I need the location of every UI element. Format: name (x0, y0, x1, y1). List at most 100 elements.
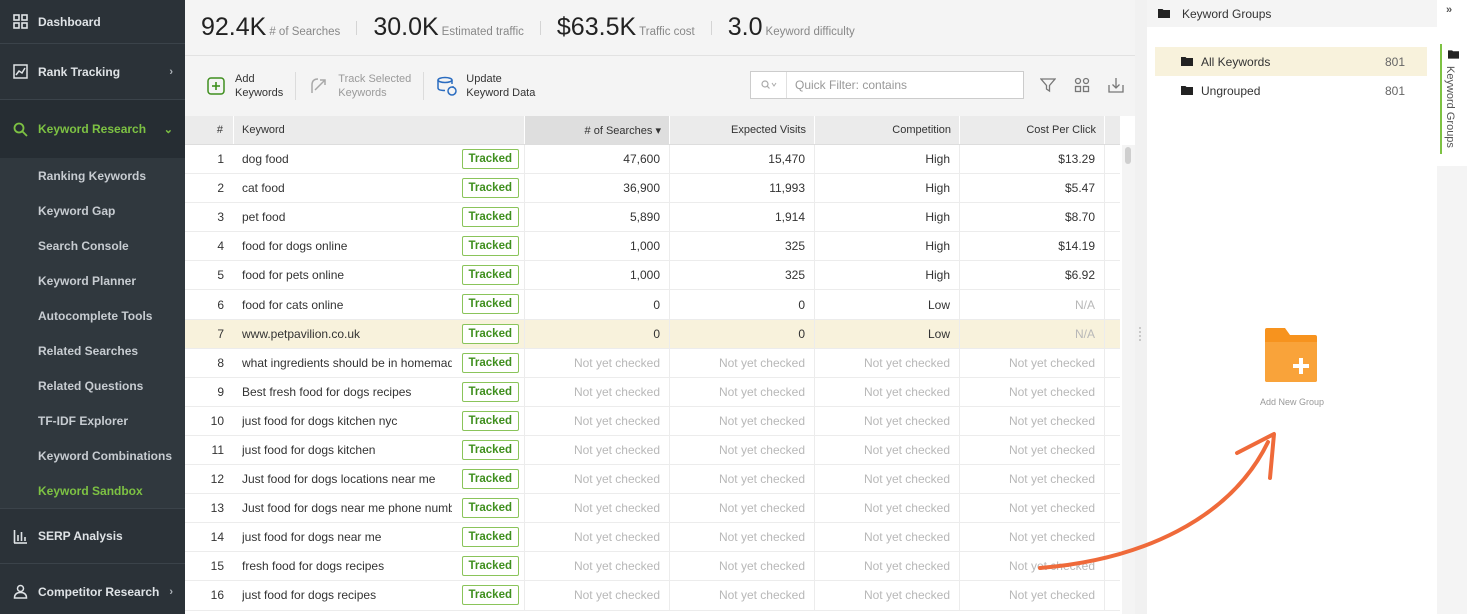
tracked-badge[interactable]: Tracked (461, 469, 519, 490)
scrollbar-thumb[interactable] (1125, 147, 1131, 164)
add-new-group-button[interactable] (1265, 328, 1317, 382)
column-header-keyword[interactable]: Keyword (234, 116, 525, 144)
grid-view-icon[interactable] (1071, 74, 1093, 96)
sidebar-subitem-tf-idf-explorer[interactable]: TF-IDF Explorer (0, 403, 185, 438)
searches-cell: Not yet checked (525, 348, 670, 377)
tracked-badge[interactable]: Tracked (461, 352, 519, 373)
table-row[interactable]: 14 just food for dogs near me Tracked Not y… (185, 523, 1120, 553)
table-row[interactable]: 13 Just food for dogs near me phone numbe… (185, 494, 1120, 524)
sidebar-item-keyword-research[interactable]: Keyword Research ⌄ (0, 100, 185, 158)
tracked-badge[interactable]: Tracked (461, 381, 519, 402)
table-row[interactable]: 3 pet food Tracked 5,890 1,914 High $8.70 (185, 203, 1120, 233)
sidebar-item-rank-tracking[interactable]: Rank Tracking › (0, 44, 185, 99)
add-keywords-button[interactable]: Add Keywords (205, 72, 283, 100)
panel-splitter[interactable] (1135, 0, 1147, 614)
keyword-cell: Just food for dogs locations near me Trac… (234, 465, 525, 494)
tracked-badge[interactable]: Tracked (461, 265, 519, 286)
table-row[interactable]: 6 food for cats online Tracked 0 0 Low N/A (185, 290, 1120, 320)
table-scrollbar[interactable] (1122, 145, 1135, 614)
toolbar-divider (295, 72, 297, 100)
tracked-badge[interactable]: Tracked (461, 178, 519, 199)
side-tab-strip: » Keyword Groups (1437, 0, 1467, 614)
keyword-text: cat food (242, 181, 285, 196)
sidebar-subitem-autocomplete-tools[interactable]: Autocomplete Tools (0, 298, 185, 333)
sidebar-item-competitor-research[interactable]: Competitor Research › (0, 564, 185, 614)
tracked-badge[interactable]: Tracked (461, 556, 519, 577)
group-item-ungrouped[interactable]: Ungrouped 801 (1155, 76, 1427, 105)
column-header-competition[interactable]: Competition (815, 116, 960, 144)
competition-cell: Not yet checked (815, 435, 960, 465)
collapse-panel-icon[interactable]: » (1446, 4, 1453, 16)
filter-icon[interactable] (1037, 74, 1059, 96)
table-row[interactable]: 12 Just food for dogs locations near me Tr… (185, 465, 1120, 495)
sidebar-subitem-search-console[interactable]: Search Console (0, 228, 185, 263)
stat-value: 92.4K (201, 13, 267, 41)
table-row[interactable]: 9 Best fresh food for dogs recipes Tracked… (185, 377, 1120, 407)
keyword-groups-header: Keyword Groups (1147, 0, 1437, 27)
update-data-icon (436, 75, 458, 97)
cpc-cell: $6.92 (960, 261, 1105, 290)
table-row[interactable]: 5 food for pets online Tracked 1,000 325 High… (185, 261, 1120, 291)
tracked-badge[interactable]: Tracked (461, 410, 519, 431)
sidebar-subitem-keyword-sandbox[interactable]: Keyword Sandbox (0, 473, 185, 508)
table-row[interactable]: 15 fresh food for dogs recipes Tracked Not … (185, 552, 1120, 582)
competition-cell: Not yet checked (815, 406, 960, 435)
competition-cell: Not yet checked (815, 377, 960, 406)
keyword-text: food for pets online (242, 268, 345, 283)
quick-filter-input[interactable] (787, 78, 1017, 92)
user-icon (12, 584, 28, 600)
tracked-badge[interactable]: Tracked (461, 207, 519, 228)
tab-keyword-groups[interactable]: Keyword Groups (1440, 44, 1465, 154)
keyword-text: pet food (242, 210, 286, 225)
table-row[interactable]: 8 what ingredients should be in homemade T… (185, 348, 1120, 378)
group-item-all-keywords[interactable]: All Keywords 801 (1155, 47, 1427, 76)
sidebar-subitem-related-questions[interactable]: Related Questions (0, 368, 185, 403)
visits-cell: 1,914 (670, 203, 815, 232)
tracked-badge[interactable]: Tracked (461, 149, 519, 169)
visits-cell: Not yet checked (670, 523, 815, 552)
column-header-searches[interactable]: # of Searches ▾ (525, 116, 670, 144)
table-row[interactable]: 7 www.petpavilion.co.uk Tracked 0 0 Low N/A (185, 319, 1120, 349)
folder-plus-icon (1265, 328, 1317, 382)
keywords-table: # Keyword # of Searches ▾ Expected Visit… (185, 116, 1120, 611)
sidebar-item-label: Competitor Research (38, 584, 160, 599)
update-keyword-data-button[interactable]: Update Keyword Data (436, 72, 535, 100)
sidebar-subitem-keyword-gap[interactable]: Keyword Gap (0, 193, 185, 228)
export-icon[interactable] (1105, 74, 1127, 96)
table-row[interactable]: 11 just food for dogs kitchen Tracked Not y… (185, 435, 1120, 466)
visits-cell: Not yet checked (670, 581, 815, 610)
visits-cell: 0 (670, 290, 815, 319)
table-row[interactable]: 4 food for dogs online Tracked 1,000 325 High… (185, 232, 1120, 262)
searches-cell: 47,600 (525, 145, 670, 174)
tracked-badge[interactable]: Tracked (461, 294, 519, 315)
track-selected-button[interactable]: Track Selected Keywords (308, 72, 411, 100)
visits-cell: Not yet checked (670, 465, 815, 494)
keyword-text: food for dogs online (242, 239, 348, 254)
searches-cell: 0 (525, 290, 670, 319)
table-row[interactable]: 16 just food for dogs recipes Tracked Not y… (185, 581, 1120, 611)
sidebar-subitem-keyword-planner[interactable]: Keyword Planner (0, 263, 185, 298)
tracked-badge[interactable]: Tracked (461, 439, 519, 460)
tracked-badge[interactable]: Tracked (461, 585, 519, 606)
table-row[interactable]: 10 just food for dogs kitchen nyc Tracked N… (185, 406, 1120, 436)
tracked-badge[interactable]: Tracked (461, 498, 519, 519)
tracked-badge[interactable]: Tracked (461, 236, 519, 257)
sidebar-subitem-keyword-combinations[interactable]: Keyword Combinations (0, 438, 185, 473)
tracked-badge[interactable]: Tracked (461, 527, 519, 548)
table-row[interactable]: 2 cat food Tracked 36,900 11,993 High $5.47 (185, 174, 1120, 204)
table-row[interactable]: 1 dog food Tracked 47,600 15,470 High $13.29 (185, 145, 1120, 175)
row-number: 6 (217, 297, 224, 312)
sidebar-subitem-related-searches[interactable]: Related Searches (0, 333, 185, 368)
column-header-cpc[interactable]: Cost Per Click (960, 116, 1105, 144)
search-dropdown-icon[interactable] (751, 72, 787, 98)
sidebar-item-dashboard[interactable]: Dashboard (0, 0, 185, 43)
keyword-cell: Just food for dogs near me phone number T… (234, 494, 525, 523)
splitter-grip[interactable] (1139, 327, 1142, 341)
sidebar-item-serp-analysis[interactable]: SERP Analysis (0, 509, 185, 563)
column-header-visits[interactable]: Expected Visits (670, 116, 815, 144)
competition-cell: High (815, 145, 960, 174)
column-header-number[interactable]: # (185, 116, 234, 144)
visits-cell: 15,470 (670, 145, 815, 174)
sidebar-subitem-ranking-keywords[interactable]: Ranking Keywords (0, 158, 185, 193)
tracked-badge[interactable]: Tracked (461, 323, 519, 344)
